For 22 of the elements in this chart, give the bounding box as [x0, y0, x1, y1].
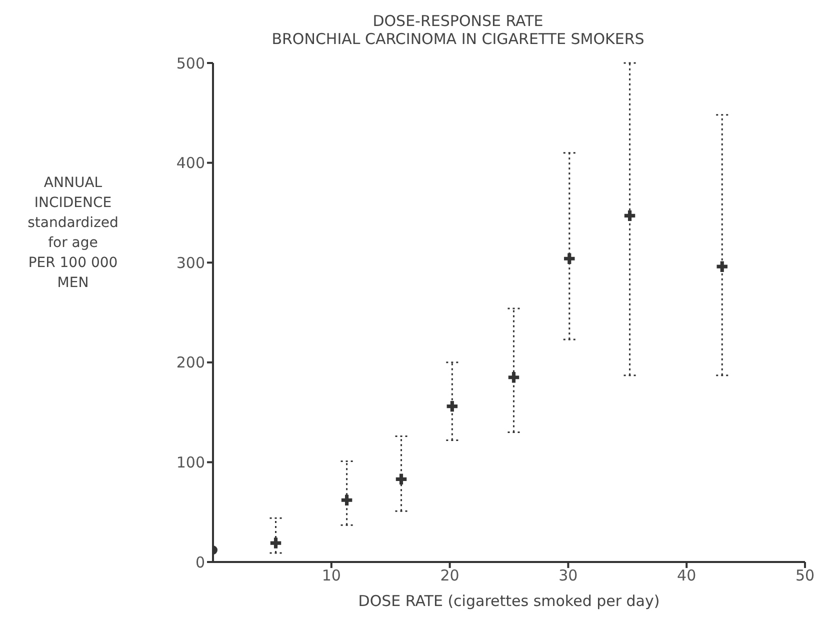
- point: [341, 494, 352, 506]
- point: [446, 400, 458, 412]
- x-tick-label: 30: [558, 566, 578, 585]
- point: [270, 538, 282, 548]
- x-tick-label: 10: [322, 566, 341, 585]
- y-tick-label: 100: [176, 454, 205, 472]
- x-tick-label: 20: [440, 566, 460, 585]
- y-tick-label: 200: [176, 354, 205, 372]
- x-tick-label: 50: [795, 566, 815, 585]
- point: [564, 253, 575, 264]
- y-tick-label: 300: [176, 254, 205, 272]
- y-tick-label: 500: [176, 54, 205, 72]
- point: [716, 261, 728, 272]
- chart-title: DOSE-RESPONSE RATE BRONCHIAL CARCINOMA IN CIGARETTE SMOKERS: [270, 12, 646, 48]
- point: [624, 210, 636, 222]
- y-tick-label: 400: [176, 154, 205, 172]
- x-tick-label: 40: [677, 566, 696, 585]
- point: [508, 372, 520, 383]
- point: [396, 474, 407, 485]
- y-tick-label: 0: [195, 553, 205, 572]
- y-axis-title: ANNUAL INCIDENCE standardized for age PER 100 000 MEN: [26, 174, 120, 293]
- x-axis-title: DOSE RATE (cigarettes smoked per day): [357, 592, 661, 610]
